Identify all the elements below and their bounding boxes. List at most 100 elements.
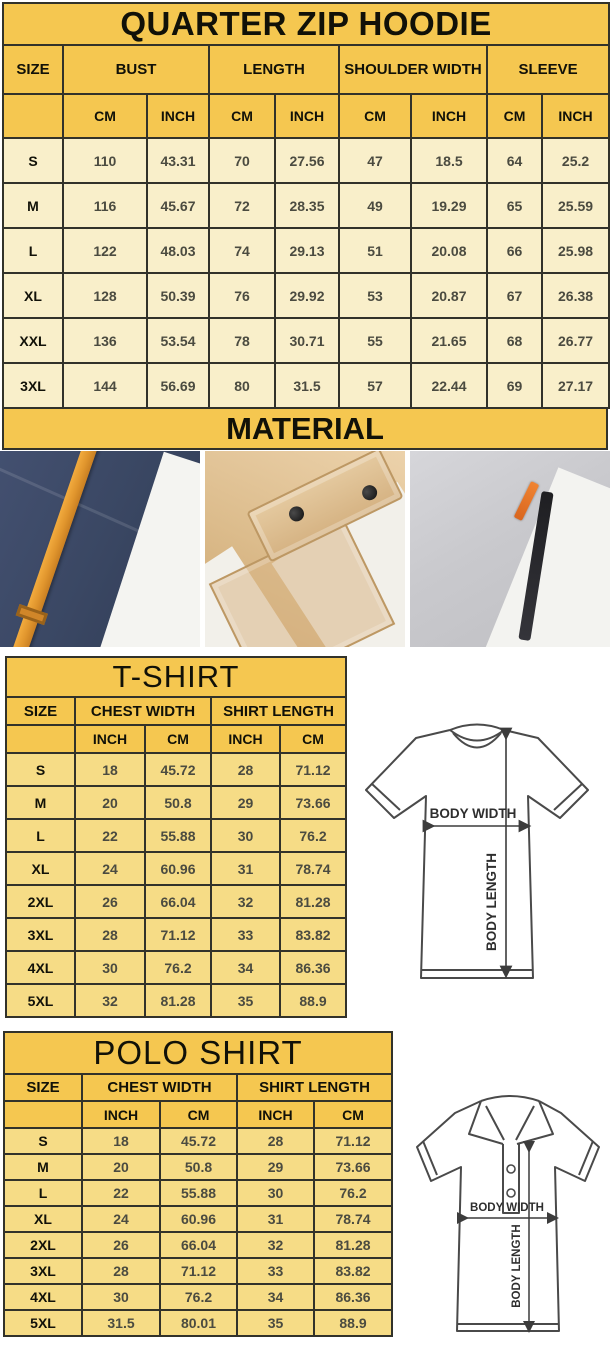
size-value-cell: 50.8 — [144, 785, 212, 820]
polo-size-row: S 18 45.72 28 71.12 — [3, 1127, 394, 1155]
size-value-cell: 28 — [236, 1127, 315, 1155]
polo-size-row: 5XL 31.5 80.01 35 88.9 — [3, 1309, 394, 1337]
size-value-cell: L — [2, 227, 64, 274]
column-header-shoulder-width: SHOULDER WIDTH — [338, 44, 488, 95]
material-photos — [0, 451, 610, 647]
polo-collar-back — [480, 1095, 540, 1102]
size-value-cell: 45.72 — [144, 752, 212, 787]
size-value-cell: 110 — [62, 137, 148, 184]
size-value-cell: 22.44 — [410, 362, 488, 409]
tshirt-outline — [365, 729, 590, 979]
size-value-cell: S — [2, 137, 64, 184]
zipper-pull — [513, 481, 540, 521]
polo-title-row: POLO SHIRT — [2, 1031, 394, 1075]
size-value-cell: 4XL — [5, 950, 76, 985]
tshirt-size-table: T-SHIRT SIZE CHEST WIDTH SHIRT LENGTH IN… — [4, 656, 348, 1018]
size-value-cell: 47 — [338, 137, 412, 184]
hoodie-units-header-row: CM INCH CM INCH CM INCH CM INCH — [2, 93, 610, 139]
size-value-cell: 78.74 — [312, 1205, 394, 1233]
size-value-cell: M — [5, 785, 76, 820]
hoodie-size-row: S 110 43.31 70 27.56 47 18.5 64 25.2 — [2, 137, 610, 184]
size-value-cell: 29.13 — [274, 227, 340, 274]
polo-table-title: POLO SHIRT — [2, 1031, 394, 1075]
size-value-cell: 32 — [74, 983, 146, 1018]
polo-button — [506, 1164, 516, 1174]
size-value-cell: 55.88 — [144, 818, 212, 853]
size-value-cell: 2XL — [5, 884, 76, 919]
size-value-cell: 80 — [208, 362, 276, 409]
tshirt-measurement-diagram: BODY WIDTH BODY LENGTH — [353, 704, 603, 1009]
size-value-cell: M — [3, 1153, 83, 1181]
size-value-cell: 24 — [81, 1205, 161, 1233]
size-value-cell: 78.74 — [278, 851, 348, 886]
size-value-cell: 73.66 — [278, 785, 348, 820]
polo-outline — [416, 1100, 601, 1332]
size-value-cell: 45.72 — [159, 1127, 238, 1155]
size-value-cell: 32 — [236, 1231, 315, 1259]
polo-measurement-diagram: BODY WIDTH BODY LENGTH — [407, 1081, 610, 1350]
size-value-cell: 3XL — [2, 362, 64, 409]
column-header-size: SIZE — [3, 1073, 83, 1102]
size-value-cell: 86.36 — [278, 950, 348, 985]
size-value-cell: 76 — [208, 272, 276, 319]
size-value-cell: 33 — [236, 1257, 315, 1285]
tshirt-title-row: T-SHIRT — [4, 656, 348, 698]
size-value-cell: 22 — [81, 1179, 161, 1207]
size-value-cell: XL — [3, 1205, 83, 1233]
size-value-cell: 73.66 — [312, 1153, 394, 1181]
size-value-cell: 30 — [81, 1283, 161, 1311]
size-value-cell: 5XL — [5, 983, 76, 1018]
snap-button — [359, 482, 380, 503]
unit-header: INCH — [146, 93, 210, 139]
size-value-cell: 64 — [486, 137, 543, 184]
size-value-cell: 30 — [236, 1179, 315, 1207]
polo-size-row: XL 24 60.96 31 78.74 — [3, 1205, 394, 1233]
material-title: MATERIAL — [226, 410, 384, 446]
column-header-length: LENGTH — [208, 44, 340, 95]
polo-size-row: 3XL 28 71.12 33 83.82 — [3, 1257, 394, 1285]
size-value-cell: 74 — [208, 227, 276, 274]
body-width-label: BODY WIDTH — [470, 1202, 544, 1214]
size-value-cell: 78 — [208, 317, 276, 364]
size-value-cell: 30 — [210, 818, 281, 853]
size-value-cell: 65 — [486, 182, 543, 229]
size-value-cell: 20 — [74, 785, 146, 820]
material-banner: MATERIAL — [2, 409, 608, 450]
tshirt-units-header-row: INCH CM INCH CM — [5, 724, 348, 754]
size-value-cell: 83.82 — [312, 1257, 394, 1285]
unit-header: CM — [312, 1100, 394, 1129]
size-value-cell: 76.2 — [312, 1179, 394, 1207]
size-value-cell: 76.2 — [278, 818, 348, 853]
size-value-cell: S — [5, 752, 76, 787]
size-value-cell: 26.38 — [540, 272, 610, 319]
tshirt-size-row: L 22 55.88 30 76.2 — [5, 818, 348, 853]
size-value-cell: 29.92 — [274, 272, 340, 319]
size-value-cell: 29 — [210, 785, 281, 820]
tshirt-section: T-SHIRT SIZE CHEST WIDTH SHIRT LENGTH IN… — [0, 656, 610, 1018]
tshirt-size-row: 3XL 28 71.12 33 83.82 — [5, 917, 348, 952]
size-value-cell: 86.36 — [312, 1283, 394, 1311]
polo-button — [506, 1188, 516, 1198]
size-value-cell: 4XL — [3, 1283, 83, 1311]
empty-cell — [3, 1100, 83, 1129]
size-value-cell: 60.96 — [144, 851, 212, 886]
size-value-cell: 35 — [236, 1309, 315, 1337]
column-header-bust: BUST — [62, 44, 210, 95]
polo-section: POLO SHIRT SIZE CHEST WIDTH SHIRT LENGTH… — [0, 1031, 610, 1350]
size-value-cell: 30.71 — [274, 317, 340, 364]
size-value-cell: 29 — [236, 1153, 315, 1181]
tshirt-size-row: S 18 45.72 28 71.12 — [5, 752, 348, 787]
size-value-cell: 136 — [62, 317, 148, 364]
column-header-chest-width: CHEST WIDTH — [74, 696, 212, 726]
size-value-cell: 51 — [338, 227, 412, 274]
size-value-cell: 20.87 — [410, 272, 488, 319]
size-value-cell: 28 — [210, 752, 281, 787]
size-value-cell: 26 — [81, 1231, 161, 1259]
size-value-cell: M — [2, 182, 64, 229]
size-value-cell: 50.39 — [146, 272, 210, 319]
tshirt-table-title: T-SHIRT — [4, 656, 348, 698]
snap-button — [285, 503, 306, 524]
tshirt-size-row: XL 24 60.96 31 78.74 — [5, 851, 348, 886]
unit-header: INCH — [236, 1100, 315, 1129]
polo-collar-right — [516, 1100, 555, 1145]
